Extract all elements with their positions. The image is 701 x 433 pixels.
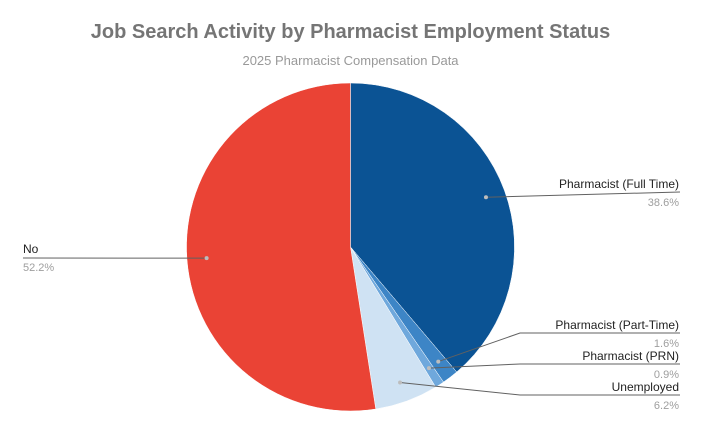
chart-subtitle: 2025 Pharmacist Compensation Data <box>242 53 459 68</box>
chart-title: Job Search Activity by Pharmacist Employ… <box>90 21 611 43</box>
slice-label-pharmacist-prn: Pharmacist (PRN) <box>582 349 679 363</box>
pie-slice-pharmacist-full-time <box>350 82 515 373</box>
slice-label-pharmacist-part-time: Pharmacist (Part-Time) <box>555 318 679 332</box>
callout-line-pharmacist-prn <box>428 363 680 369</box>
slice-label-unemployed: Unemployed <box>612 380 679 394</box>
slice-value-pharmacist-full-time: 38.6% <box>648 197 679 209</box>
callout-line-unemployed <box>399 382 680 396</box>
callout-dot-unemployed <box>398 380 403 385</box>
callout-dot-pharmacist-part-time <box>436 359 441 364</box>
slice-value-pharmacist-part-time: 1.6% <box>654 338 679 350</box>
slice-value-unemployed: 6.2% <box>654 400 679 412</box>
slice-label-no: No <box>23 242 39 256</box>
slice-value-pharmacist-prn: 0.9% <box>654 369 679 381</box>
callout-dot-no <box>204 256 209 261</box>
callout-line-pharmacist-part-time <box>438 332 680 363</box>
slice-label-pharmacist-full-time: Pharmacist (Full Time) <box>559 177 679 191</box>
callout-dot-pharmacist-prn <box>426 366 431 371</box>
callout-dot-pharmacist-full-time <box>483 195 488 200</box>
pie-slice-no <box>186 82 377 412</box>
callout-line-pharmacist-full-time <box>485 191 681 198</box>
slice-value-no: 52.2% <box>23 262 54 274</box>
